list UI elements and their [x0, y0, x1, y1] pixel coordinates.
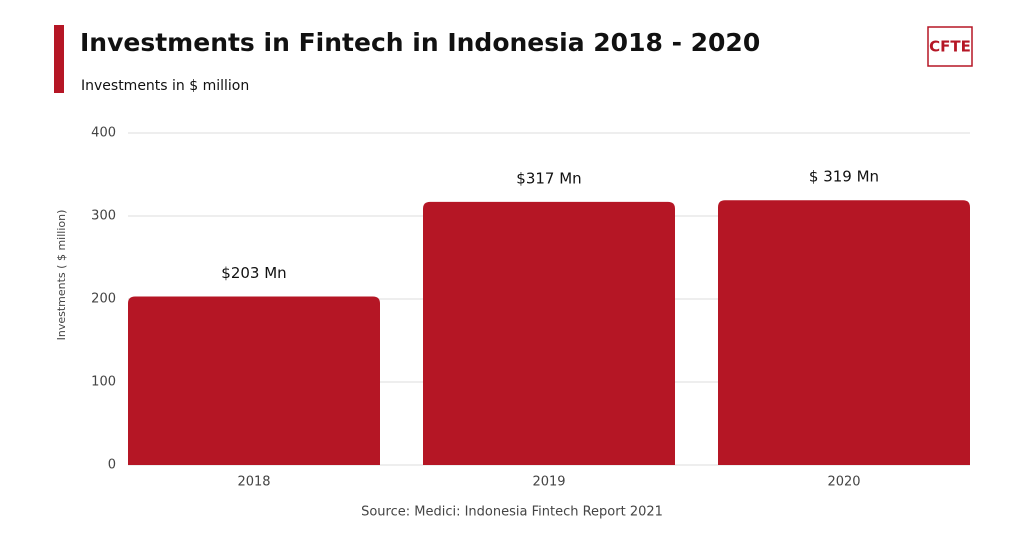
- x-tick-label: 2019: [532, 475, 565, 490]
- y-axis-label: Investments ( $ million): [55, 210, 68, 341]
- bar: [718, 200, 970, 466]
- logo: CFTE: [929, 38, 971, 56]
- x-tick-label: 2020: [827, 475, 860, 490]
- y-tick-label: 0: [108, 458, 116, 473]
- x-tick-label: 2018: [237, 475, 270, 490]
- bar: [128, 296, 380, 465]
- data-label: $ 319 Mn: [809, 168, 879, 186]
- y-tick-label: 100: [91, 375, 116, 390]
- data-label: $203 Mn: [221, 264, 286, 282]
- logo-box: [927, 26, 973, 67]
- source-note: Source: Medici: Indonesia Fintech Report…: [361, 505, 663, 520]
- chart-subtitle: Investments in $ million: [81, 78, 249, 94]
- chart-title: Investments in Fintech in Indonesia 2018…: [80, 28, 760, 57]
- bar: [423, 201, 675, 465]
- y-tick-label: 300: [91, 209, 116, 224]
- y-tick-label: 400: [91, 126, 116, 141]
- y-tick-label: 200: [91, 292, 116, 307]
- accent-bar: [54, 25, 64, 93]
- data-label: $317 Mn: [516, 169, 581, 187]
